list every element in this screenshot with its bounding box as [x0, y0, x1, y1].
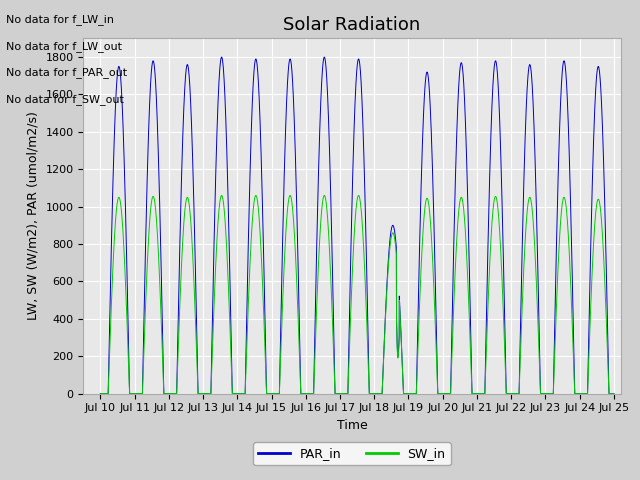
PAR_in: [473, 391, 481, 396]
X-axis label: Time: Time: [337, 419, 367, 432]
Line: SW_in: SW_in: [100, 195, 614, 394]
PAR_in: [97, 391, 105, 396]
PAR_in: [97, 391, 104, 396]
Legend: PAR_in, SW_in: PAR_in, SW_in: [253, 443, 451, 466]
Line: PAR_in: PAR_in: [100, 57, 614, 394]
SW_in: [571, 391, 579, 396]
PAR_in: [218, 54, 225, 60]
SW_in: [364, 334, 371, 339]
PAR_in: [571, 391, 579, 396]
PAR_in: [428, 127, 435, 132]
SW_in: [97, 391, 105, 396]
Title: Solar Radiation: Solar Radiation: [284, 16, 420, 34]
SW_in: [97, 391, 104, 396]
SW_in: [218, 192, 225, 198]
Text: No data for f_SW_out: No data for f_SW_out: [6, 94, 124, 105]
PAR_in: [610, 391, 618, 396]
Y-axis label: LW, SW (W/m2), PAR (umol/m2/s): LW, SW (W/m2), PAR (umol/m2/s): [27, 111, 40, 321]
Text: No data for f_LW_in: No data for f_LW_in: [6, 14, 115, 25]
Text: No data for f_LW_out: No data for f_LW_out: [6, 41, 122, 52]
Text: No data for f_PAR_out: No data for f_PAR_out: [6, 67, 127, 78]
PAR_in: [364, 294, 371, 300]
SW_in: [610, 391, 618, 396]
SW_in: [428, 230, 435, 236]
PAR_in: [266, 391, 273, 396]
SW_in: [473, 391, 481, 396]
SW_in: [266, 391, 273, 396]
